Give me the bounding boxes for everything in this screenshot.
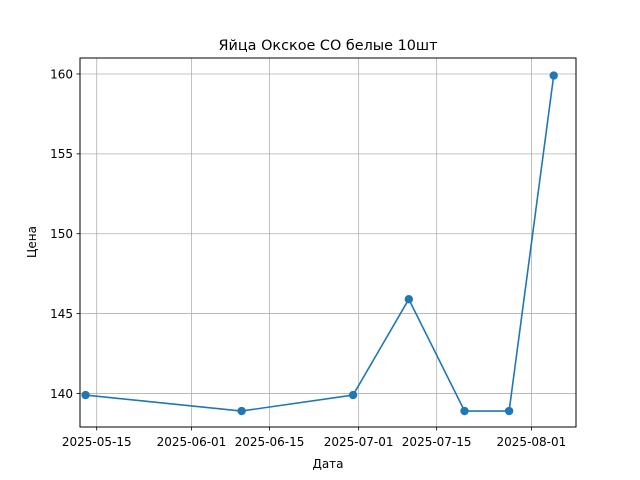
chart-title: Яйца Окское СО белые 10шт <box>219 38 438 54</box>
y-tick-label: 155 <box>50 147 73 161</box>
y-axis-ticks: 140 145 150 155 160 <box>50 67 80 401</box>
y-tick-label: 145 <box>50 307 73 321</box>
y-tick-label: 140 <box>50 387 73 401</box>
x-tick-label: 2025-07-01 <box>324 435 394 449</box>
data-point <box>504 406 514 416</box>
x-tick-label: 2025-08-01 <box>497 435 567 449</box>
x-tick-label: 2025-05-15 <box>62 435 132 449</box>
data-point <box>348 390 358 400</box>
data-point <box>549 71 558 80</box>
x-tick-label: 2025-06-15 <box>235 435 305 449</box>
x-axis-title: Дата <box>312 457 343 471</box>
data-point <box>81 390 90 400</box>
y-tick-label: 150 <box>50 227 73 241</box>
plot-frame <box>79 57 577 428</box>
y-axis-title: Цена <box>25 226 39 258</box>
x-tick-label: 2025-07-15 <box>402 435 472 449</box>
series-layer <box>81 71 558 416</box>
data-point <box>237 406 246 416</box>
x-tick-label: 2025-06-01 <box>157 435 227 449</box>
y-tick-label: 160 <box>50 67 73 81</box>
data-point <box>404 295 414 304</box>
x-axis-ticks: 2025-05-15 2025-06-01 2025-06-15 2025-07-01… <box>62 427 566 449</box>
data-point <box>460 406 469 416</box>
